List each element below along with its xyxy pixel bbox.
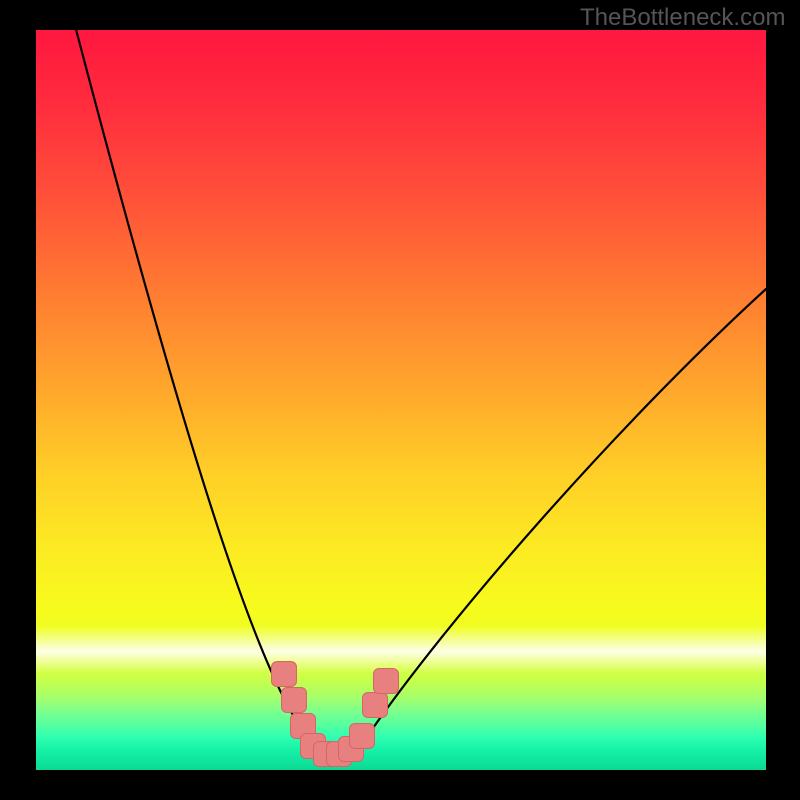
bottleneck-curve <box>0 0 800 800</box>
data-marker <box>349 723 375 749</box>
bottleneck-curve-path <box>76 30 766 755</box>
data-marker <box>373 668 399 694</box>
data-marker <box>281 687 307 713</box>
data-marker <box>362 692 388 718</box>
data-marker <box>271 661 297 687</box>
watermark-text: TheBottleneck.com <box>580 4 785 32</box>
chart-container: TheBottleneck.com <box>0 0 800 800</box>
